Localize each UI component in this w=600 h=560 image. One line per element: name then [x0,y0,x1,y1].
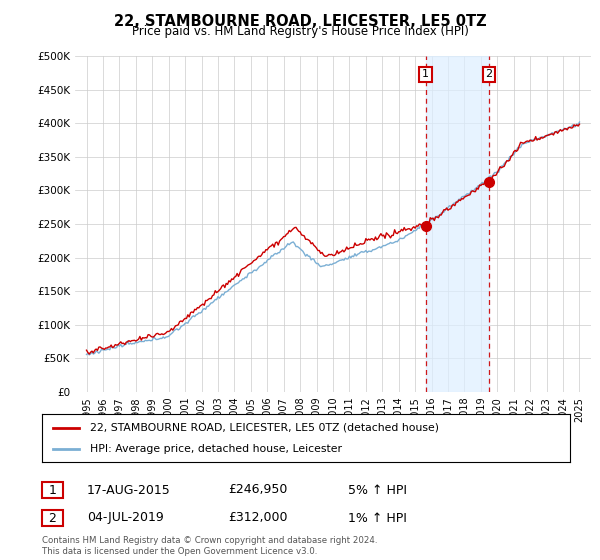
Text: 2: 2 [49,511,56,525]
Text: 1: 1 [422,69,429,80]
Text: Contains HM Land Registry data © Crown copyright and database right 2024.
This d: Contains HM Land Registry data © Crown c… [42,536,377,556]
Text: Price paid vs. HM Land Registry's House Price Index (HPI): Price paid vs. HM Land Registry's House … [131,25,469,38]
Text: HPI: Average price, detached house, Leicester: HPI: Average price, detached house, Leic… [89,444,341,454]
Text: £312,000: £312,000 [228,511,287,525]
Text: £246,950: £246,950 [228,483,287,497]
Text: 1% ↑ HPI: 1% ↑ HPI [348,511,407,525]
Text: 17-AUG-2015: 17-AUG-2015 [87,483,171,497]
Text: 1: 1 [49,483,56,497]
Text: 2: 2 [485,69,493,80]
Bar [425,56,489,392]
Text: 04-JUL-2019: 04-JUL-2019 [87,511,164,525]
Text: 22, STAMBOURNE ROAD, LEICESTER, LE5 0TZ: 22, STAMBOURNE ROAD, LEICESTER, LE5 0TZ [113,14,487,29]
Text: 5% ↑ HPI: 5% ↑ HPI [348,483,407,497]
Text: 22, STAMBOURNE ROAD, LEICESTER, LE5 0TZ (detached house): 22, STAMBOURNE ROAD, LEICESTER, LE5 0TZ … [89,423,439,433]
